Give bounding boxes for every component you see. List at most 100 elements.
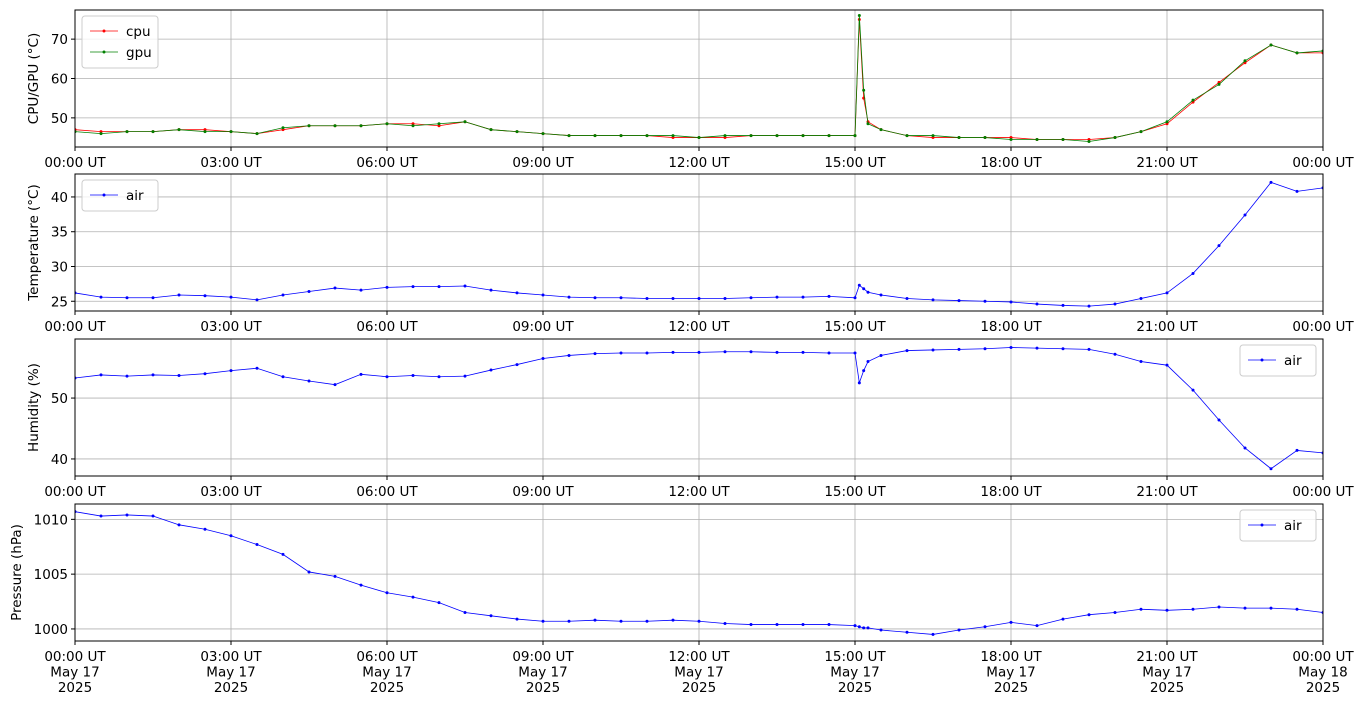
data-point bbox=[1035, 302, 1039, 306]
data-point bbox=[1061, 303, 1065, 307]
data-point bbox=[879, 128, 883, 132]
data-point bbox=[333, 286, 337, 290]
data-point bbox=[125, 513, 129, 517]
x-tick-label: 12:00 UT bbox=[668, 484, 730, 500]
data-point bbox=[1165, 363, 1169, 367]
data-point bbox=[593, 618, 597, 622]
data-point bbox=[307, 290, 311, 294]
x-tick-label: 12:00 UT May 17 2025 bbox=[668, 649, 730, 696]
data-point bbox=[359, 288, 363, 292]
data-point bbox=[857, 14, 861, 18]
data-point bbox=[125, 296, 129, 300]
x-tick-label: 18:00 UT bbox=[980, 319, 1042, 335]
y-tick-label: 35 bbox=[51, 225, 68, 241]
y-tick-label: 25 bbox=[51, 294, 68, 310]
data-point bbox=[359, 372, 363, 376]
data-point bbox=[853, 351, 857, 355]
data-point bbox=[541, 132, 545, 136]
data-point bbox=[307, 570, 311, 574]
legend-label: air bbox=[1284, 353, 1302, 369]
data-point bbox=[1243, 213, 1247, 217]
data-point bbox=[151, 514, 155, 518]
data-point bbox=[281, 552, 285, 556]
data-point bbox=[203, 294, 207, 298]
data-point bbox=[983, 625, 987, 629]
data-point bbox=[1295, 189, 1299, 193]
data-point bbox=[957, 628, 961, 632]
x-tick-label: 06:00 UT bbox=[356, 155, 418, 171]
y-tick-label: 70 bbox=[51, 32, 68, 48]
data-point bbox=[1139, 360, 1143, 364]
data-point bbox=[437, 601, 441, 605]
data-point bbox=[1009, 620, 1013, 624]
x-tick-label: 06:00 UT May 17 2025 bbox=[356, 649, 418, 696]
data-point bbox=[775, 350, 779, 354]
plot-area bbox=[75, 510, 1323, 636]
x-tick-label: 00:00 UT bbox=[1292, 319, 1354, 335]
data-point bbox=[983, 299, 987, 303]
data-point bbox=[749, 296, 753, 300]
data-point bbox=[229, 130, 233, 134]
data-point bbox=[515, 617, 519, 621]
data-point bbox=[905, 630, 909, 634]
data-point bbox=[857, 283, 861, 287]
data-point bbox=[255, 298, 259, 302]
data-point bbox=[99, 295, 103, 299]
data-point bbox=[619, 296, 623, 300]
data-point bbox=[125, 130, 129, 134]
data-point bbox=[1243, 446, 1247, 450]
data-point bbox=[203, 527, 207, 531]
data-point bbox=[333, 574, 337, 578]
data-point bbox=[1217, 244, 1221, 248]
data-point bbox=[1009, 138, 1013, 142]
series-line bbox=[75, 19, 1323, 140]
data-point bbox=[619, 351, 623, 355]
data-point bbox=[1113, 302, 1117, 306]
legend-marker bbox=[1260, 358, 1264, 362]
data-point bbox=[177, 128, 181, 132]
data-point bbox=[1113, 136, 1117, 140]
data-point bbox=[1243, 606, 1247, 610]
data-point bbox=[489, 128, 493, 132]
data-point bbox=[905, 134, 909, 138]
data-point bbox=[437, 122, 441, 126]
data-point bbox=[1269, 606, 1273, 610]
data-point bbox=[645, 619, 649, 623]
y-tick-label: 1010 bbox=[34, 512, 68, 528]
data-point bbox=[1165, 120, 1169, 124]
x-tick-label: 15:00 UT bbox=[824, 484, 886, 500]
legend-label: air bbox=[126, 188, 144, 204]
axes-frame bbox=[74, 503, 1324, 642]
data-point bbox=[359, 124, 363, 128]
data-point bbox=[723, 134, 727, 138]
data-point bbox=[593, 352, 597, 356]
legend-label: air bbox=[1284, 518, 1302, 534]
data-point bbox=[619, 134, 623, 138]
data-point bbox=[801, 350, 805, 354]
data-point bbox=[359, 583, 363, 587]
data-point bbox=[437, 285, 441, 289]
data-point bbox=[463, 120, 467, 124]
data-point bbox=[862, 88, 866, 92]
data-point bbox=[177, 523, 181, 527]
data-point bbox=[99, 514, 103, 518]
data-point bbox=[1217, 82, 1221, 86]
data-point bbox=[151, 373, 155, 377]
x-tick-label: 03:00 UT bbox=[200, 484, 262, 500]
x-tick-label: 00:00 UT bbox=[1292, 155, 1354, 171]
data-point bbox=[619, 619, 623, 623]
data-point bbox=[541, 356, 545, 360]
data-point bbox=[1035, 346, 1039, 350]
axes-frame bbox=[74, 173, 1324, 312]
data-point bbox=[281, 293, 285, 297]
x-tick-label: 03:00 UT May 17 2025 bbox=[200, 649, 262, 696]
y-axis-label: Pressure (hPa) bbox=[9, 524, 25, 621]
data-point bbox=[333, 124, 337, 128]
y-tick-label: 40 bbox=[51, 452, 68, 468]
data-point bbox=[411, 285, 415, 289]
y-axis-label: Temperature (°C) bbox=[26, 184, 42, 302]
data-point bbox=[931, 134, 935, 138]
data-point bbox=[463, 374, 467, 378]
data-point bbox=[1139, 296, 1143, 300]
data-point bbox=[255, 543, 259, 547]
